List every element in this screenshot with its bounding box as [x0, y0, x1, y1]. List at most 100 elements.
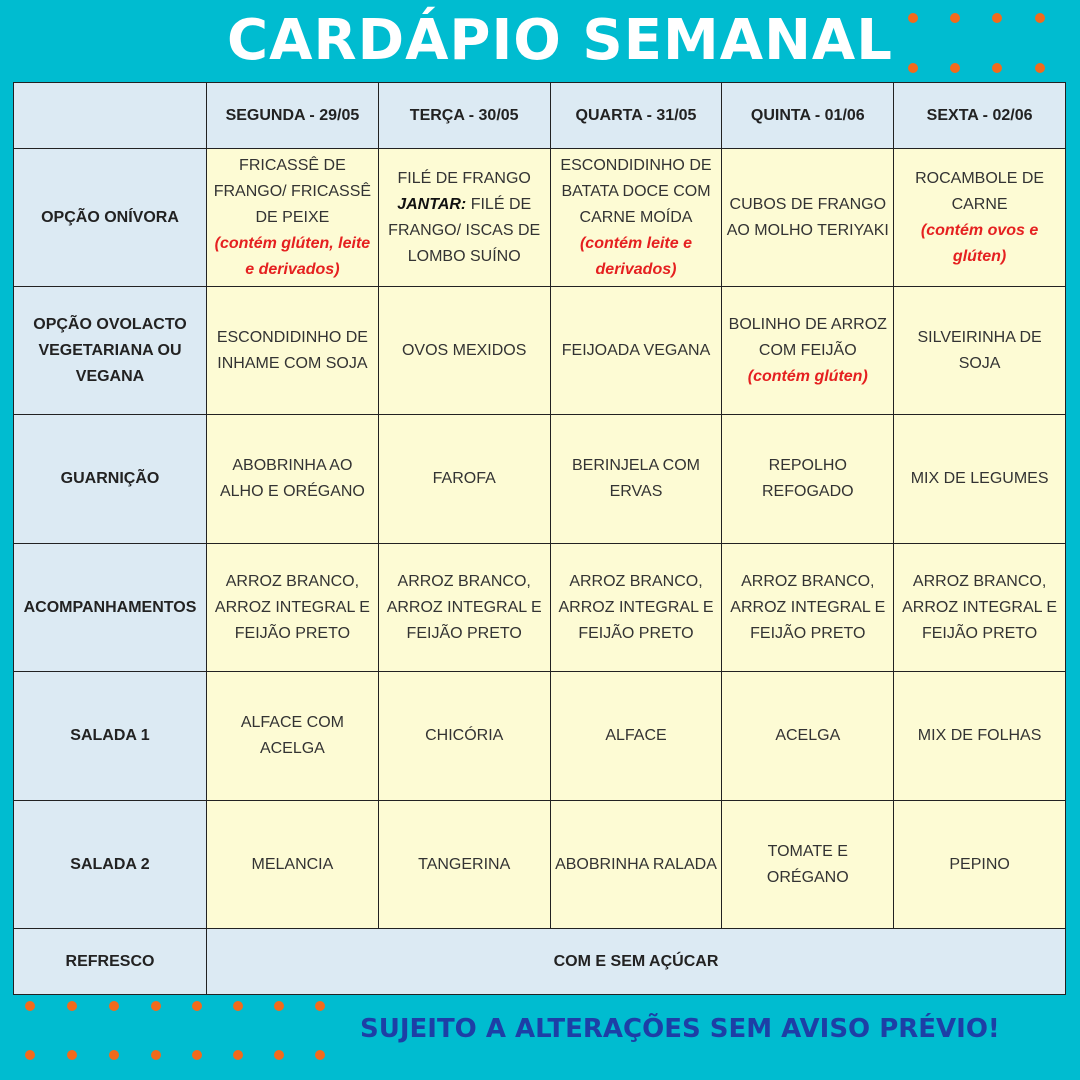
dot [233, 1050, 243, 1060]
dot [25, 1050, 35, 1060]
menu-cell: BERINJELA COM ERVAS [549, 414, 723, 544]
menu-cell: OVOS MEXIDOS [377, 286, 551, 415]
dot [151, 1001, 161, 1011]
row-label: OPÇÃO ONÍVORA [13, 148, 207, 287]
row-label: SALADA 2 [13, 800, 207, 929]
dish-name: ALFACE COM ACELGA [240, 714, 344, 757]
menu-cell: REPOLHO REFOGADO [721, 414, 895, 544]
menu-cell: ACELGA [721, 671, 895, 801]
dot [315, 1001, 325, 1011]
dot [109, 1050, 119, 1060]
header-row: SEGUNDA - 29/05 TERÇA - 30/05 QUARTA - 31/… [13, 82, 1066, 149]
menu-cell: FAROFA [377, 414, 551, 544]
menu-cell: FEIJOADA VEGANA [549, 286, 723, 415]
dish-name: ESCONDIDINHO DE INHAME COM SOJA [216, 328, 368, 372]
menu-cell: MIX DE FOLHAS [893, 671, 1066, 801]
dish-name: CUBOS DE FRANGO AO MOLHO TERIYAKI [726, 195, 889, 239]
dot [315, 1050, 325, 1060]
dot [151, 1050, 161, 1060]
dot [1035, 13, 1045, 23]
menu-cell: ABOBRINHA AO ALHO E ORÉGANO [206, 414, 379, 544]
menu-cell: ARROZ BRANCO, ARROZ INTEGRAL E FEIJÃO PR… [206, 543, 379, 672]
menu-cell: TANGERINA [377, 800, 551, 929]
dot [233, 1001, 243, 1011]
dot [109, 1001, 119, 1011]
dish-name: BOLINHO DE ARROZ COM FEIJÃO [728, 315, 887, 359]
dot [25, 1001, 35, 1011]
dot [950, 13, 960, 23]
dish-name: TANGERINA [418, 855, 511, 873]
table-row: OPÇÃO OVOLACTO VEGETARIANA OU VEGANA ESCO… [13, 286, 1066, 415]
dish-name: ARROZ BRANCO, ARROZ INTEGRAL E FEIJÃO PR… [558, 572, 714, 642]
day-header: QUARTA - 31/05 [549, 82, 723, 149]
day-header: SEXTA - 02/06 [893, 82, 1066, 149]
dish-name: ARROZ BRANCO, ARROZ INTEGRAL E FEIJÃO PR… [214, 572, 370, 642]
dish-name: ESCONDIDINHO DE BATATA DOCE COM CARNE MO… [560, 156, 712, 226]
allergen-note: (contém glúten, leite e derivados) [214, 234, 371, 278]
dish-name: MELANCIA [251, 855, 334, 873]
row-label: SALADA 1 [13, 671, 207, 801]
table-row: ACOMPANHAMENTOS ARROZ BRANCO, ARROZ INTEG… [13, 543, 1066, 672]
row-label: OPÇÃO OVOLACTO VEGETARIANA OU VEGANA [13, 286, 207, 415]
menu-cell: BOLINHO DE ARROZ COM FEIJÃO (contém glúte… [721, 286, 895, 415]
dish-name: TOMATE E ORÉGANO [766, 842, 849, 886]
menu-cell: ALFACE [549, 671, 723, 801]
dish-name: ACELGA [775, 727, 841, 744]
refresco-row: REFRESCO COM E SEM AÇÚCAR [13, 928, 1066, 995]
row-label: REFRESCO [13, 928, 207, 995]
menu-cell: PEPINO [893, 800, 1066, 929]
dot [274, 1050, 284, 1060]
menu-cell: MELANCIA [206, 800, 379, 929]
dish-name: PEPINO [949, 855, 1010, 873]
dish-name: CHICÓRIA [425, 727, 504, 744]
menu-cell: ALFACE COM ACELGA [206, 671, 379, 801]
dot [950, 63, 960, 73]
menu-cell: TOMATE E ORÉGANO [721, 800, 895, 929]
dish-name: ALFACE [605, 727, 667, 744]
refresco-value: COM E SEM AÇÚCAR [206, 928, 1066, 995]
day-header: QUINTA - 01/06 [721, 82, 895, 149]
dot [192, 1001, 202, 1011]
day-header: TERÇA - 30/05 [377, 82, 551, 149]
table-row: GUARNIÇÃO ABOBRINHA AO ALHO E ORÉGANO FARO… [13, 414, 1066, 544]
dish-name: ROCAMBOLE DE CARNE [915, 169, 1045, 213]
day-header: SEGUNDA - 29/05 [206, 82, 379, 149]
menu-cell: MIX DE LEGUMES [893, 414, 1066, 544]
dish-name: REPOLHO REFOGADO [762, 457, 854, 500]
table-row: OPÇÃO ONÍVORA FRICASSÊ DE FRANGO/ FRICASS… [13, 148, 1066, 287]
menu-cell: ARROZ BRANCO, ARROZ INTEGRAL E FEIJÃO PR… [549, 543, 723, 672]
corner-cell [13, 82, 207, 149]
menu-cell: ESCONDIDINHO DE INHAME COM SOJA [206, 286, 379, 415]
table-row: SALADA 2 MELANCIA TANGERINA ABOBRINHA RALAD… [13, 800, 1066, 929]
menu-cell: ARROZ BRANCO, ARROZ INTEGRAL E FEIJÃO PR… [721, 543, 895, 672]
dish-name: MIX DE LEGUMES [910, 470, 1049, 487]
dish-name: MIX DE FOLHAS [917, 727, 1042, 744]
menu-cell: ABOBRINHA RALADA [549, 800, 723, 929]
dish-name: FAROFA [432, 470, 496, 487]
menu-cell: CHICÓRIA [377, 671, 551, 801]
table-row: SALADA 1 ALFACE COM ACELGA CHICÓRIA ALFACE A… [13, 671, 1066, 801]
allergen-note: (contém glúten) [747, 367, 868, 385]
dot [192, 1050, 202, 1060]
dish-name: SILVEIRINHA DE SOJA [917, 328, 1042, 372]
dish-name: FRICASSÊ DE FRANGO/ FRICASSÊ DE PEIXE [213, 156, 372, 226]
menu-cell: ROCAMBOLE DE CARNE (contém ovos e glúten) [893, 148, 1066, 287]
dish-name: ARROZ BRANCO, ARROZ INTEGRAL E FEIJÃO PR… [386, 572, 542, 642]
disclaimer: SUJEITO A ALTERAÇÕES SEM AVISO PRÉVIO! [360, 1014, 1000, 1044]
dot [67, 1050, 77, 1060]
dish-name: ABOBRINHA AO ALHO E ORÉGANO [219, 457, 365, 500]
dish-name: OVOS MEXIDOS [401, 341, 527, 359]
dot [992, 63, 1002, 73]
menu-table: SEGUNDA - 29/05 TERÇA - 30/05 QUARTA - 31/… [13, 82, 1066, 995]
allergen-note: (contém leite e derivados) [579, 234, 692, 278]
page-title: CARDÁPIO SEMANAL [227, 8, 893, 73]
menu-cell: FRICASSÊ DE FRANGO/ FRICASSÊ DE PEIXE (co… [206, 148, 379, 287]
row-label: GUARNIÇÃO [13, 414, 207, 544]
menu-cell: CUBOS DE FRANGO AO MOLHO TERIYAKI [721, 148, 895, 287]
dot [908, 13, 918, 23]
dish-name: FILÉ DE FRANGO [397, 169, 531, 187]
dish-name: ARROZ BRANCO, ARROZ INTEGRAL E FEIJÃO PR… [730, 572, 886, 642]
meal-label: JANTAR: [397, 195, 467, 213]
dot [908, 63, 918, 73]
menu-cell: ARROZ BRANCO, ARROZ INTEGRAL E FEIJÃO PR… [893, 543, 1066, 672]
